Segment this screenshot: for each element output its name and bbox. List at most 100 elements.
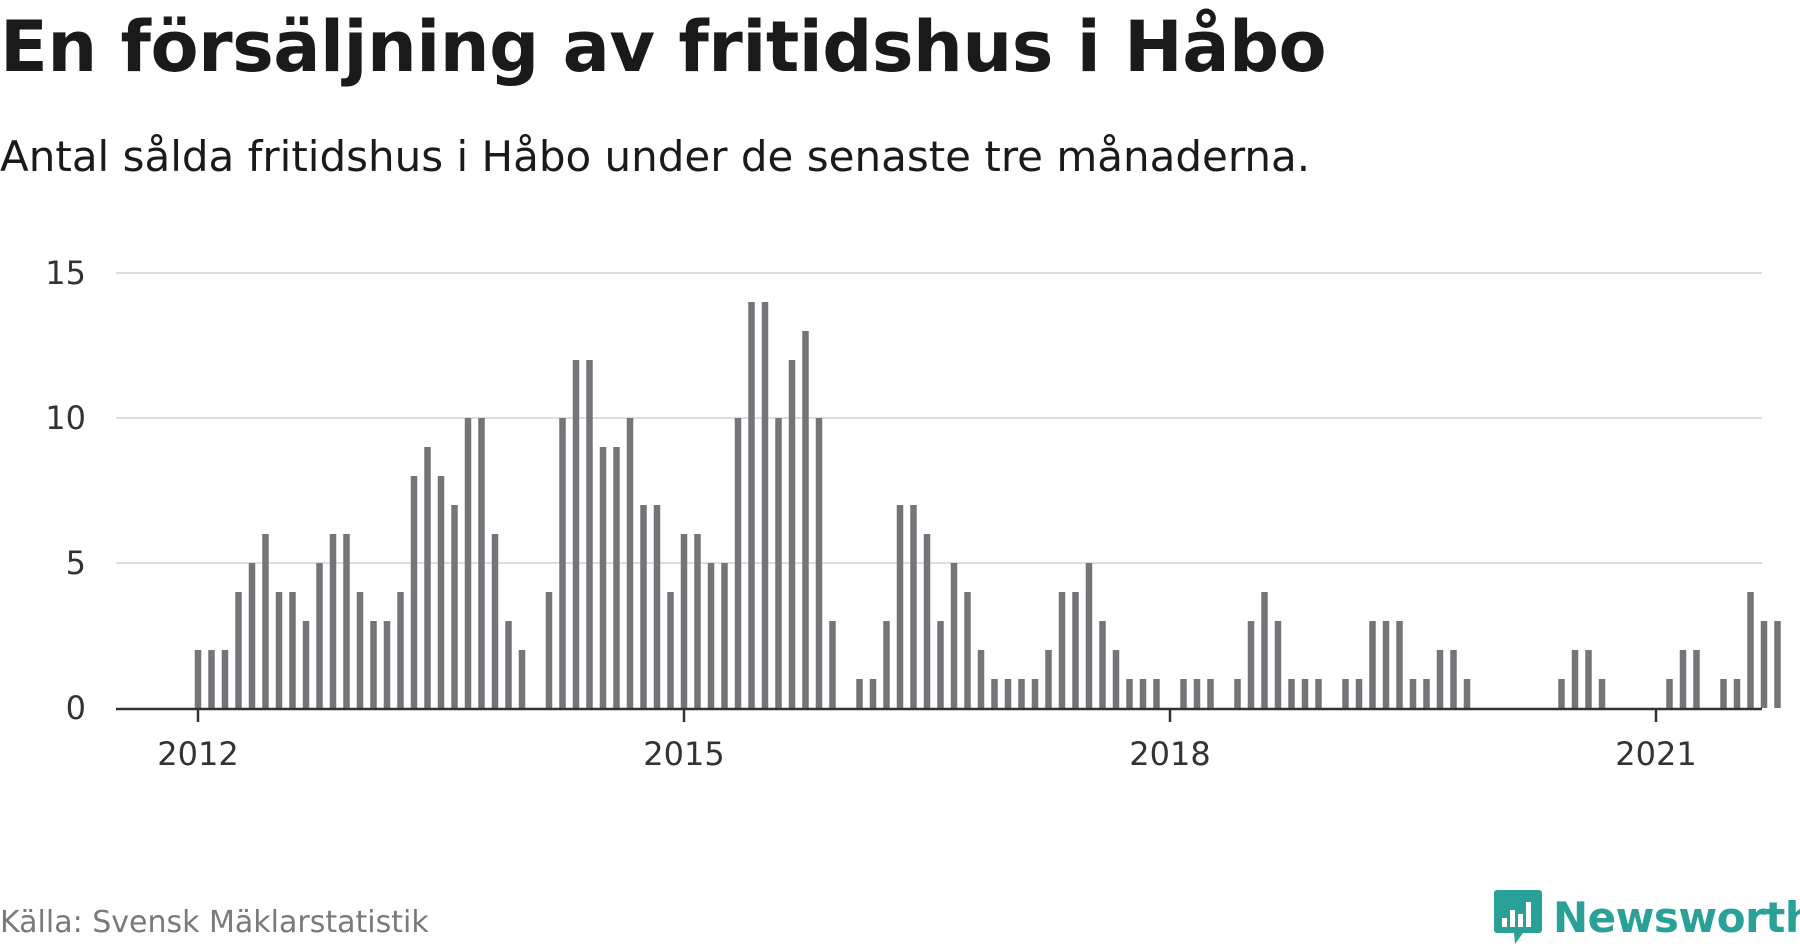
- bar: [883, 621, 890, 708]
- bar: [1180, 679, 1187, 708]
- bar: [1720, 679, 1727, 708]
- bar: [1126, 679, 1133, 708]
- bar: [950, 563, 958, 708]
- bar: [991, 679, 998, 708]
- bar: [275, 592, 283, 708]
- bar: [437, 476, 445, 708]
- bar: [1355, 679, 1363, 708]
- chart-subtitle: Antal sålda fritidshus i Håbo under de s…: [0, 132, 1311, 181]
- bar: [653, 505, 661, 708]
- bar: [937, 621, 944, 708]
- x-tick-label: 2012: [157, 735, 238, 773]
- bar: [923, 534, 931, 708]
- bar: [640, 505, 647, 708]
- bar: [626, 418, 634, 708]
- bar: [775, 418, 782, 708]
- bars: [194, 302, 1781, 708]
- source-note: Källa: Svensk Mäklarstatistik: [0, 905, 429, 940]
- brand-name: Newsworthy: [1553, 892, 1800, 942]
- bar: [1099, 621, 1106, 708]
- bar: [1274, 621, 1282, 708]
- bar: [194, 650, 202, 708]
- bar: [1004, 679, 1012, 708]
- bar: [977, 650, 985, 708]
- bar: [1382, 621, 1390, 708]
- bar: [1234, 679, 1241, 708]
- bar: [869, 679, 877, 708]
- bar: [518, 650, 526, 708]
- bar: [788, 360, 796, 708]
- bar: [1288, 679, 1295, 708]
- bar: [1396, 621, 1403, 708]
- bar: [1409, 679, 1417, 708]
- bar: [424, 447, 431, 708]
- bar: [586, 360, 593, 708]
- bar: [559, 418, 566, 708]
- bar: [1571, 650, 1579, 708]
- bar: [1018, 679, 1025, 708]
- bar: [1207, 679, 1214, 708]
- bar: [370, 621, 377, 708]
- bar: [856, 679, 863, 708]
- bar: [451, 505, 458, 708]
- bar: [1423, 679, 1430, 708]
- y-tick-label: 0: [66, 689, 86, 727]
- bar: [1693, 650, 1700, 708]
- y-tick-label: 15: [45, 254, 86, 292]
- bar: [734, 418, 742, 708]
- bar: [329, 534, 337, 708]
- bar: [815, 418, 823, 708]
- bar: [383, 621, 391, 708]
- bar: [356, 592, 364, 708]
- bar: [316, 563, 323, 708]
- bar: [262, 534, 269, 708]
- bar: [1436, 650, 1444, 708]
- bar: [1666, 679, 1673, 708]
- bar: [302, 621, 310, 708]
- bar: [1112, 650, 1120, 708]
- x-tick-label: 2015: [643, 735, 724, 773]
- x-tick-label: 2018: [1129, 735, 1210, 773]
- brand-logo: Newsworthy: [1493, 888, 1800, 946]
- bar: [208, 650, 215, 708]
- bar: [505, 621, 512, 708]
- bar: [680, 534, 688, 708]
- bar: [545, 592, 553, 708]
- bar: [1153, 679, 1160, 708]
- bar: [1558, 679, 1565, 708]
- bar: [1733, 679, 1741, 708]
- bar: [1760, 621, 1768, 708]
- y-tick-label: 5: [66, 544, 86, 582]
- bar: [289, 592, 296, 708]
- bar: [1585, 650, 1592, 708]
- bar: [964, 592, 971, 708]
- newsworthy-logo-icon: [1494, 890, 1542, 944]
- bar: [1747, 592, 1754, 708]
- bar: [694, 534, 701, 708]
- bar: [1193, 679, 1201, 708]
- bar: [802, 331, 809, 708]
- bar: [410, 476, 418, 708]
- bar: [1045, 650, 1052, 708]
- bar: [1679, 650, 1687, 708]
- bar: [1450, 650, 1457, 708]
- bar: [1031, 679, 1039, 708]
- bar: [235, 592, 242, 708]
- bar: [1463, 679, 1471, 708]
- axes: 051015201220152018202120231: [45, 254, 1762, 773]
- bar: [1072, 592, 1079, 708]
- bar: [1301, 679, 1309, 708]
- bar: [1261, 592, 1268, 708]
- bar: [1247, 621, 1255, 708]
- bar: [599, 447, 607, 708]
- bar: [248, 563, 256, 708]
- grid-lines: [116, 272, 1762, 564]
- bar: [343, 534, 350, 708]
- chart-title: En försäljning av fritidshus i Håbo: [0, 6, 1327, 88]
- bar: [1139, 679, 1147, 708]
- bar: [829, 621, 836, 708]
- bar: [1342, 679, 1349, 708]
- bar: [707, 563, 715, 708]
- x-tick-label: 2021: [1615, 735, 1696, 773]
